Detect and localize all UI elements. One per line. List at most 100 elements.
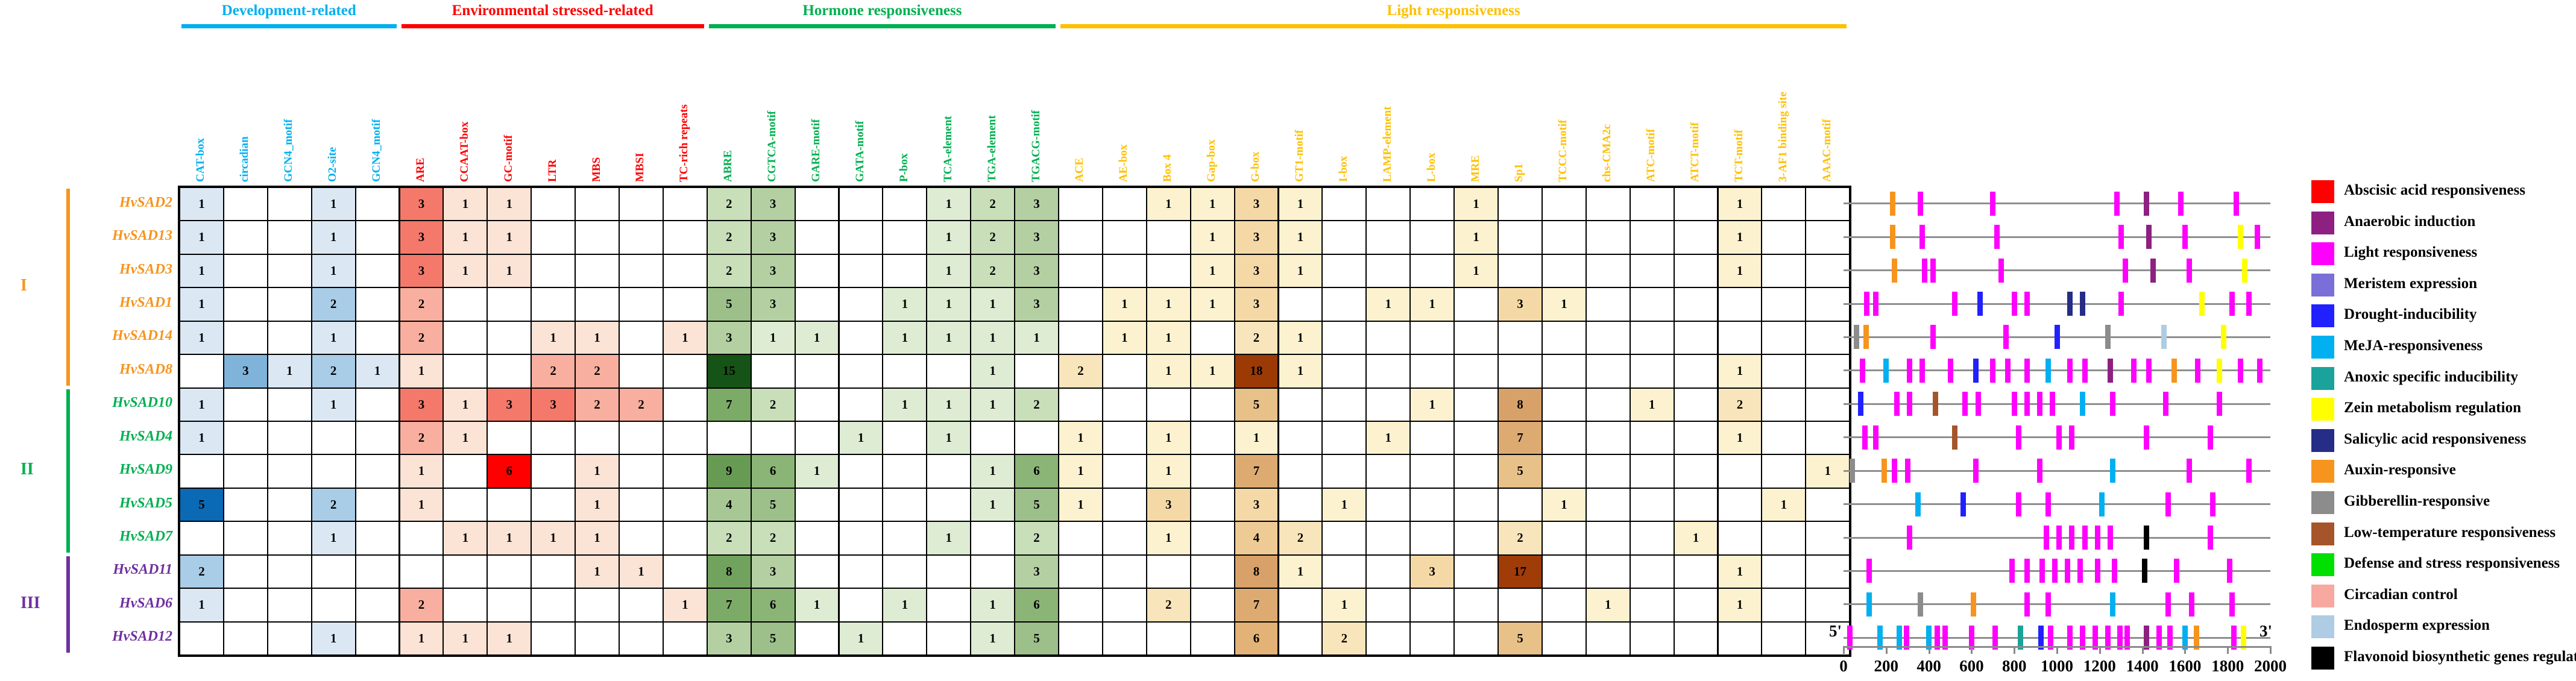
matrix-cell bbox=[1673, 554, 1719, 589]
matrix-cell bbox=[266, 621, 312, 656]
matrix-cell bbox=[1497, 320, 1543, 356]
matrix-cell: 1 bbox=[794, 454, 840, 489]
cis-element-tick bbox=[2165, 492, 2171, 516]
matrix-cell bbox=[1145, 621, 1191, 656]
column-header: L-box bbox=[1425, 152, 1438, 182]
matrix-cell bbox=[1277, 421, 1323, 456]
matrix-cell: 1 bbox=[1409, 287, 1455, 322]
gene-label: HvSAD9 bbox=[119, 462, 172, 478]
cis-element-tick bbox=[1892, 459, 1898, 483]
column-header: LTR bbox=[546, 159, 559, 182]
cis-element-tick bbox=[2117, 626, 2123, 650]
cis-element-tick bbox=[2105, 325, 2111, 350]
cis-element-tick bbox=[2146, 358, 2152, 383]
matrix-cell: 5 bbox=[706, 287, 752, 322]
matrix-cell: 1 bbox=[1145, 320, 1191, 356]
axis-tick bbox=[2227, 646, 2229, 654]
column-header: Sp1 bbox=[1513, 163, 1526, 182]
cis-element-tick bbox=[1866, 592, 1872, 617]
cis-element-tick bbox=[1903, 626, 1909, 650]
matrix-cell bbox=[1629, 220, 1675, 255]
cis-element-tick bbox=[2099, 492, 2105, 516]
legend-label: Low-temperature responsiveness bbox=[2344, 524, 2556, 541]
cis-element-tick bbox=[2144, 526, 2150, 550]
matrix-cell: 8 bbox=[706, 554, 752, 589]
scale-tick-label: 600 bbox=[1959, 657, 1984, 675]
cis-element-tick bbox=[1849, 459, 1855, 483]
matrix-cell: 3 bbox=[1014, 287, 1059, 322]
legend-swatch bbox=[2311, 242, 2334, 266]
matrix-cell bbox=[926, 454, 972, 489]
matrix-cell bbox=[487, 554, 532, 589]
legend-label: Abscisic acid responsiveness bbox=[2344, 182, 2525, 198]
cis-element-tick bbox=[2182, 225, 2188, 249]
column-header: P-box bbox=[897, 153, 910, 183]
matrix-cell bbox=[838, 387, 884, 422]
column-header: ATCT-motif bbox=[1689, 122, 1702, 182]
matrix-cell: 1 bbox=[926, 521, 972, 556]
cis-element-tick bbox=[2231, 626, 2237, 650]
matrix-cell bbox=[1761, 621, 1807, 656]
matrix-cell: 1 bbox=[926, 220, 972, 255]
column-header: GC-motif bbox=[502, 134, 515, 182]
cis-element-tick bbox=[2144, 626, 2150, 650]
cis-element-tick bbox=[2093, 626, 2099, 650]
cis-element-tick bbox=[2015, 492, 2021, 516]
matrix-cell: 1 bbox=[487, 253, 532, 289]
legend-label: Zein metabolism regulation bbox=[2344, 400, 2521, 416]
cis-element-tick bbox=[2039, 559, 2045, 583]
matrix-cell bbox=[838, 521, 884, 556]
cis-element-tick bbox=[1971, 592, 1977, 617]
cis-element-tick bbox=[1994, 225, 2000, 249]
cis-element-tick bbox=[1853, 325, 1859, 350]
matrix-cell: 9 bbox=[706, 454, 752, 489]
cis-element-tick bbox=[2186, 459, 2192, 483]
matrix-cell: 4 bbox=[706, 487, 752, 523]
matrix-cell: 3 bbox=[222, 354, 268, 389]
cis-element-tick bbox=[2144, 425, 2150, 450]
cis-element-tick bbox=[1917, 191, 1923, 216]
matrix-cell: 1 bbox=[575, 320, 620, 356]
column-header: Gap-box bbox=[1205, 139, 1218, 182]
cis-element-tick bbox=[1919, 358, 1926, 383]
five-prime-label: 5' bbox=[1829, 622, 1842, 640]
matrix-cell: 1 bbox=[1717, 187, 1763, 222]
matrix-cell: 3 bbox=[1014, 554, 1059, 589]
matrix-cell: 1 bbox=[1058, 421, 1103, 456]
matrix-cell bbox=[794, 487, 840, 523]
legend-label: Circadian control bbox=[2344, 586, 2458, 603]
gene-label: HvSAD12 bbox=[112, 629, 172, 645]
cis-element-tick bbox=[2199, 292, 2205, 316]
cis-element-tick bbox=[2237, 225, 2243, 249]
column-header: GT1-motif bbox=[1293, 130, 1306, 182]
matrix-cell: 2 bbox=[750, 521, 796, 556]
column-header: GARE-motif bbox=[810, 119, 823, 182]
cis-element-tick bbox=[2079, 392, 2085, 416]
cis-element-tick bbox=[2037, 459, 2043, 483]
matrix-cell bbox=[398, 521, 444, 556]
scale-tick-label: 1400 bbox=[2126, 657, 2159, 675]
group-bracket bbox=[66, 389, 70, 553]
column-header: MRE bbox=[1469, 155, 1482, 182]
cis-element-tick bbox=[2195, 358, 2201, 383]
matrix-cell bbox=[1409, 421, 1455, 456]
gene-label: HvSAD11 bbox=[113, 562, 172, 578]
gene-backbone-line bbox=[1844, 469, 2270, 472]
matrix-cell bbox=[1585, 320, 1631, 356]
legend-swatch bbox=[2311, 491, 2334, 514]
matrix-cell: 1 bbox=[1233, 421, 1279, 456]
axis-tick bbox=[1971, 646, 1973, 654]
matrix-cell: 18 bbox=[1233, 354, 1279, 389]
matrix-cell bbox=[1101, 354, 1147, 389]
matrix-cell bbox=[1673, 421, 1719, 456]
cis-element-tick bbox=[2255, 225, 2261, 249]
matrix-cell bbox=[222, 253, 268, 289]
matrix-cell: 3 bbox=[750, 554, 796, 589]
matrix-cell bbox=[1058, 220, 1103, 255]
column-header: chs-CMA2c bbox=[1601, 124, 1614, 182]
column-header: ATC-motif bbox=[1645, 128, 1658, 182]
cis-element-tick bbox=[1894, 392, 1900, 416]
matrix-cell bbox=[222, 387, 268, 422]
matrix-cell bbox=[926, 354, 972, 389]
cis-element-tick bbox=[2130, 358, 2137, 383]
